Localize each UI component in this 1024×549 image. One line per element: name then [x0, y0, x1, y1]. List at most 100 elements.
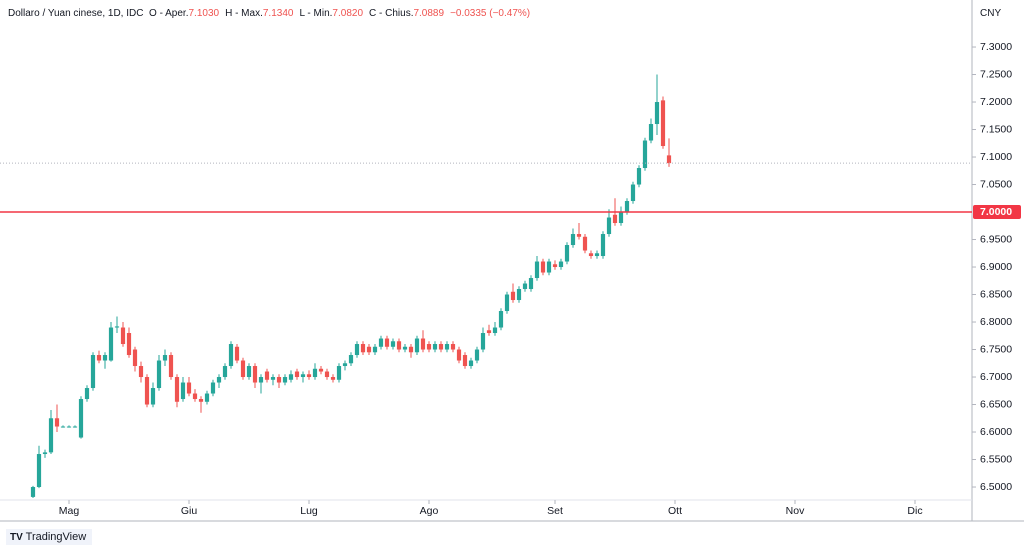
y-tick-label: 6.5000: [980, 481, 1012, 493]
candle-body: [510, 291, 516, 301]
candle-body: [546, 261, 552, 273]
candle-body: [252, 366, 258, 383]
x-tick-label: Dic: [907, 505, 922, 517]
candle-body: [492, 327, 498, 334]
candle-body: [588, 253, 594, 257]
candle-body: [636, 168, 642, 185]
candle-body: [120, 327, 126, 345]
candle-body: [30, 487, 36, 497]
candle-body: [642, 140, 648, 169]
candle-body: [306, 374, 312, 378]
candle-body: [594, 253, 600, 257]
candle-body: [108, 327, 114, 361]
y-tick-label: 7.1500: [980, 123, 1012, 135]
y-tick-label: 6.9000: [980, 261, 1012, 273]
candle-body: [630, 184, 636, 202]
candle-body: [330, 377, 336, 380]
label: L - Min.: [299, 8, 333, 19]
candle-body: [666, 155, 672, 164]
candle-body: [366, 346, 372, 353]
candle-body: [564, 245, 570, 262]
candle-body: [384, 338, 390, 347]
candle-body: [570, 234, 576, 246]
y-tick-label: 7.3000: [980, 41, 1012, 53]
candle-body: [606, 217, 612, 235]
candle-body: [456, 349, 462, 361]
value: 7.0820: [332, 8, 364, 19]
candle-body: [576, 234, 582, 237]
x-tick-label: Ott: [668, 505, 682, 517]
candle-body: [264, 371, 270, 380]
candle-body: [618, 212, 624, 224]
candle-body: [288, 374, 294, 380]
candle-body: [96, 355, 102, 361]
brand-name[interactable]: TradingView: [25, 531, 87, 543]
candle-body: [66, 426, 72, 428]
candle-body: [54, 418, 60, 427]
candle-body: [102, 355, 108, 361]
candle-body: [420, 338, 426, 350]
x-tick-label: Mag: [59, 505, 80, 517]
candle-body: [474, 349, 480, 361]
label: O - Aper.: [149, 8, 189, 19]
y-tick-label: 7.1000: [980, 151, 1012, 163]
brand[interactable]: TV TradingView: [6, 529, 93, 545]
candle-body: [150, 388, 156, 405]
y-tick-label: 6.6500: [980, 398, 1012, 410]
candle-body: [342, 363, 348, 367]
candle-body: [234, 346, 240, 361]
candle-body: [438, 344, 444, 350]
candle-body: [396, 341, 402, 350]
candle-body: [348, 355, 354, 364]
candle-body: [174, 377, 180, 402]
candle-body: [426, 344, 432, 350]
candle-body: [624, 201, 630, 213]
candle-body: [114, 326, 120, 328]
value: 7.1030: [188, 8, 220, 19]
candle-body: [222, 366, 228, 378]
y-tick-label: 6.5500: [980, 453, 1012, 465]
y-tick-label: 7.2000: [980, 96, 1012, 108]
y-tick-label: 6.8000: [980, 316, 1012, 328]
candle-body: [432, 344, 438, 350]
candle-body: [192, 393, 198, 400]
symbol: Dollaro / Yuan cinese, 1D, IDC: [8, 8, 144, 19]
candle-body: [408, 346, 414, 353]
candle-body: [504, 294, 510, 312]
legend: Dollaro / Yuan cinese, 1D, IDC O - Aper.…: [8, 8, 536, 19]
candle-body: [372, 346, 378, 353]
candle-body: [462, 355, 468, 367]
price-badge: [973, 205, 1021, 220]
candle-body: [138, 366, 144, 378]
candle-body: [648, 124, 654, 141]
value: 7.1340: [262, 8, 294, 19]
candle-body: [72, 426, 78, 428]
y-tick-label: 6.7000: [980, 371, 1012, 383]
change: −0.0335 (−0.47%): [450, 8, 531, 19]
candle-body: [144, 377, 150, 405]
candle-body: [270, 377, 276, 380]
candle-body: [132, 349, 138, 367]
candle-body: [282, 377, 288, 383]
candle-body: [246, 366, 252, 378]
candle-body: [324, 371, 330, 378]
candle-body: [186, 382, 192, 394]
candle-body: [528, 278, 534, 290]
candle-body: [216, 377, 222, 383]
candle-body: [522, 283, 528, 290]
y-tick-label: 6.7500: [980, 343, 1012, 355]
candle-body: [228, 344, 234, 367]
candle-body: [60, 426, 66, 428]
x-tick-label: Lug: [300, 505, 318, 517]
candle-body: [210, 382, 216, 394]
candle-body: [168, 355, 174, 378]
candle-body: [258, 377, 264, 383]
candle-body: [582, 236, 588, 251]
label: C - Chius.: [369, 8, 414, 19]
label: H - Max.: [225, 8, 263, 19]
y-tick-label: 6.6000: [980, 426, 1012, 438]
candle-body: [48, 418, 54, 453]
candle-body: [276, 377, 282, 383]
candle-body: [198, 399, 204, 402]
